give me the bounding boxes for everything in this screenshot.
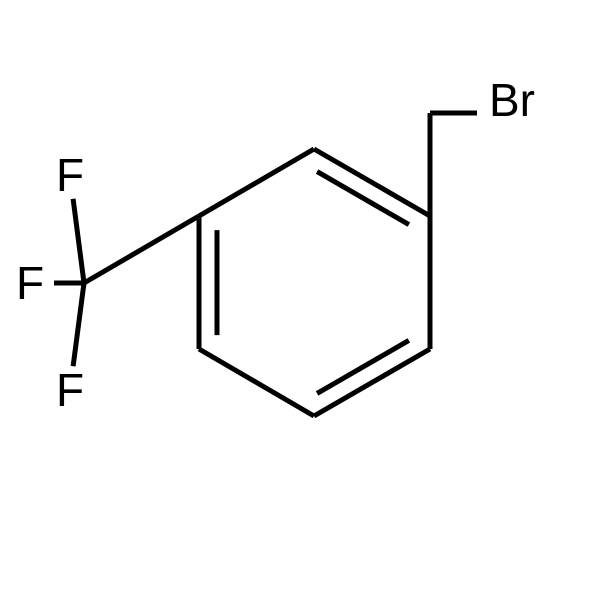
bond-line <box>73 199 84 283</box>
atom-label-f: F <box>56 149 84 201</box>
atom-label-br: Br <box>489 74 535 126</box>
molecule-diagram: F F F Br <box>0 0 600 600</box>
atom-label-f: F <box>16 257 44 309</box>
bond-line <box>84 216 199 283</box>
bond-line <box>199 349 314 416</box>
bond-line <box>73 283 84 366</box>
atom-label-f: F <box>56 364 84 416</box>
bond-line <box>199 149 314 216</box>
